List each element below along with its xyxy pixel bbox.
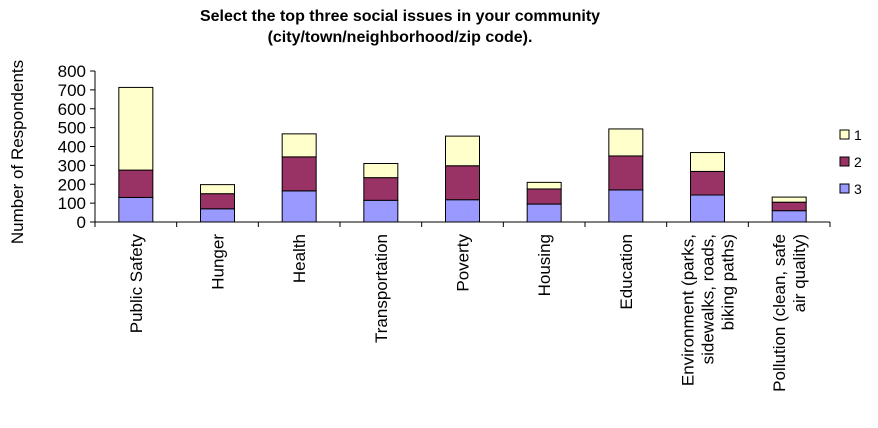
bar-segment-series-1	[281, 133, 317, 158]
bar-segment-series-2	[608, 155, 644, 191]
x-category-label-line: Housing	[535, 234, 554, 296]
bar-segment-series-1	[771, 196, 807, 203]
chart-title: Select the top three social issues in yo…	[50, 6, 750, 48]
bar-segment-series-3	[281, 190, 317, 223]
y-tick-label: 300	[58, 156, 86, 175]
bar-segment-series-1	[526, 181, 562, 190]
x-category-label: Education	[617, 234, 636, 310]
y-tick-label: 0	[77, 213, 86, 232]
bar-segment-series-1	[118, 86, 154, 171]
bar-segment-series-2	[526, 188, 562, 205]
x-category-label-line: Pollution (clean, safe	[770, 234, 789, 392]
bar-segment-series-3	[118, 196, 154, 223]
bar-segment-series-3	[200, 208, 235, 223]
y-tick-label: 100	[58, 194, 86, 213]
chart-title-line-1: Select the top three social issues in yo…	[199, 8, 601, 25]
bar-segment-series-2	[200, 193, 235, 210]
legend-swatch-3	[839, 183, 850, 194]
bar-segment-series-3	[526, 203, 562, 223]
bar-segment-series-2	[445, 165, 480, 201]
legend-label-3: 3	[854, 181, 862, 197]
x-category-label: Poverty	[454, 234, 473, 292]
x-category-label-line: Education	[617, 234, 636, 310]
x-category-label-line: Public Safety	[127, 234, 146, 334]
x-category-label-line: sidewalks, roads,	[699, 234, 718, 364]
bar-segment-series-1	[200, 184, 235, 195]
x-category-label-line: Poverty	[454, 234, 473, 292]
legend-label-2: 2	[854, 154, 862, 170]
x-category-label: Public Safety	[127, 234, 146, 334]
bar-segment-series-1	[608, 128, 644, 157]
y-tick-label: 700	[58, 81, 86, 100]
bar-segment-series-2	[281, 156, 317, 192]
y-tick-label: 600	[58, 100, 86, 119]
bar-segment-series-2	[363, 177, 399, 201]
chart-title-line-2: (city/town/neighborhood/zip code).	[267, 29, 533, 46]
bar-segment-series-1	[445, 135, 480, 167]
x-category-label: Pollution (clean, safe air quality)	[770, 234, 809, 392]
legend-label-1: 1	[854, 127, 862, 143]
bar-segment-series-2	[118, 169, 154, 198]
y-tick-label: 500	[58, 119, 86, 138]
bar-segment-series-3	[363, 199, 399, 223]
y-axis-title: Number of Respondents	[8, 60, 27, 244]
x-category-label-line: air quality)	[790, 234, 809, 312]
bar-segment-series-3	[608, 189, 644, 223]
y-tick-label: 400	[58, 138, 86, 157]
x-category-label-line: biking paths)	[719, 234, 738, 330]
x-category-label-line: Health	[290, 234, 309, 283]
x-category-label-line: Transportation	[372, 234, 391, 343]
bar-segment-series-1	[363, 162, 399, 179]
bar-segment-series-3	[771, 210, 807, 223]
x-category-label: Hunger	[209, 234, 228, 290]
y-tick-label: 200	[58, 175, 86, 194]
x-category-label: Transportation	[372, 234, 391, 343]
legend-swatch-1	[839, 129, 850, 140]
x-category-label: Environment (parks, sidewalks, roads, biki…	[679, 234, 738, 386]
legend-swatch-2	[839, 156, 850, 167]
bar-segment-series-1	[690, 152, 725, 172]
x-category-label-line: Hunger	[209, 234, 228, 290]
x-category-label: Health	[290, 234, 309, 283]
x-category-label: Housing	[535, 234, 554, 296]
x-category-label-line: Environment (parks,	[679, 234, 698, 386]
bar-segment-series-3	[690, 194, 725, 223]
bar-segment-series-2	[771, 201, 807, 212]
bar-segment-series-3	[445, 199, 480, 223]
bar-segment-series-2	[690, 170, 725, 196]
y-tick-label: 800	[58, 62, 86, 81]
